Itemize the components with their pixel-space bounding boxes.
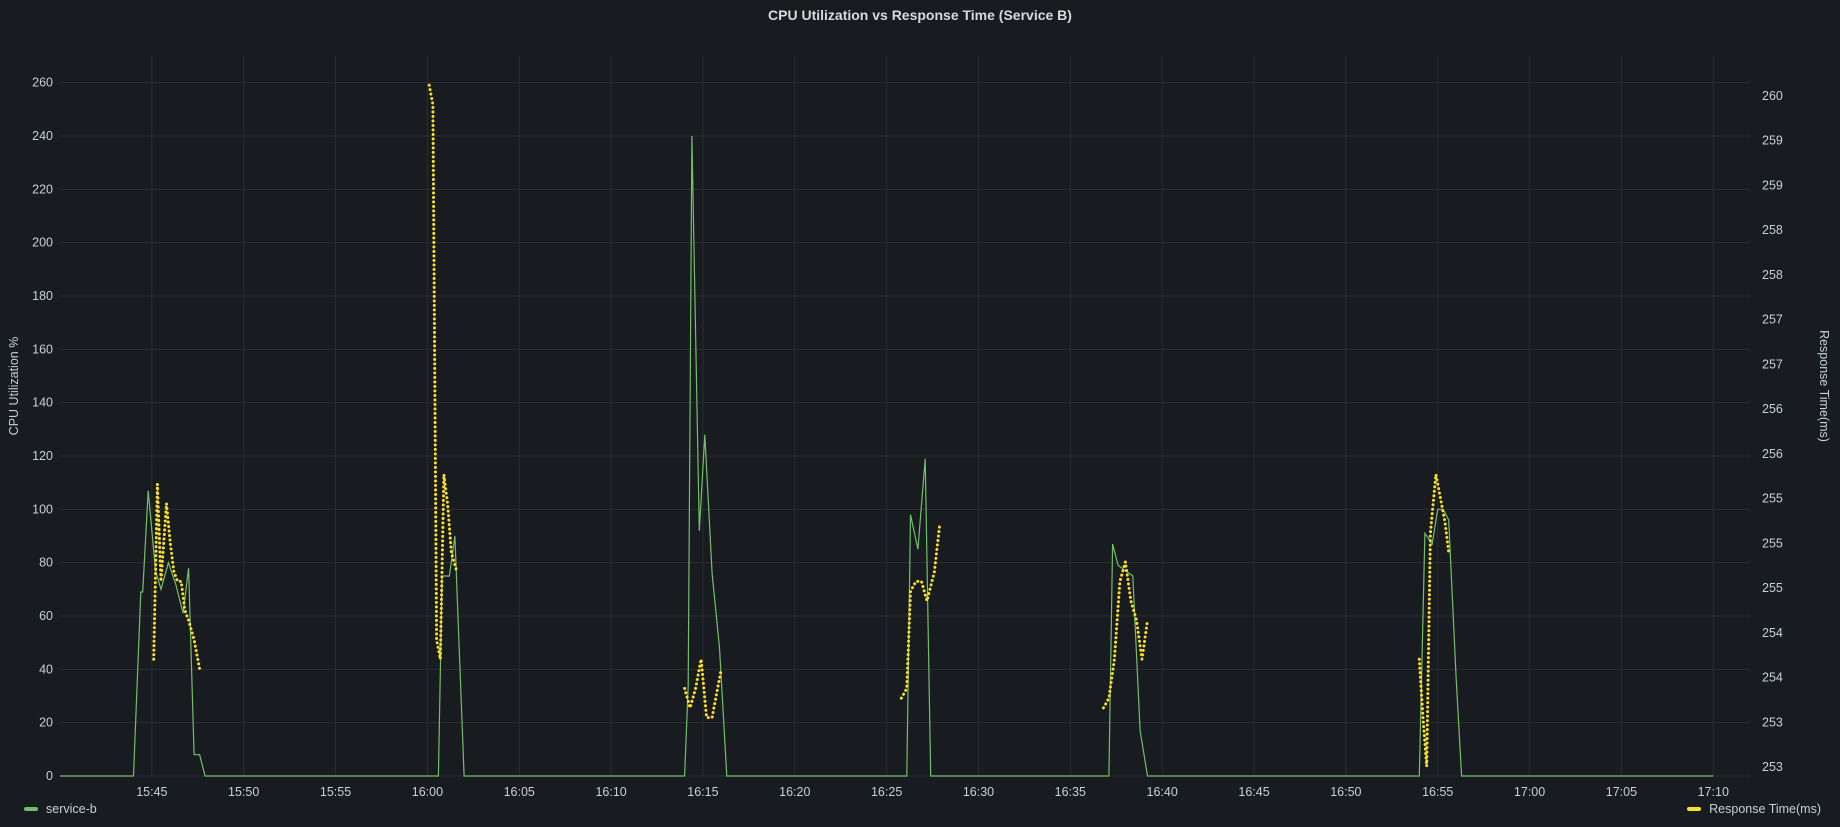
- right-tick-label: 256: [1762, 402, 1783, 416]
- x-tick-label: 16:00: [412, 785, 443, 799]
- series-line-response-time[interactable]: [427, 83, 459, 660]
- right-tick-label: 253: [1762, 760, 1783, 774]
- x-tick-label: 17:10: [1698, 785, 1729, 799]
- chart-title: CPU Utilization vs Response Time (Servic…: [768, 7, 1072, 23]
- left-tick-label: 60: [39, 609, 53, 623]
- right-tick-label: 255: [1762, 581, 1783, 595]
- x-tick-label: 17:05: [1606, 785, 1637, 799]
- legend-item-service-b[interactable]: service-b: [24, 802, 97, 816]
- grid: [60, 56, 1750, 777]
- series-line-response-time[interactable]: [899, 521, 942, 700]
- x-tick-label: 16:55: [1422, 785, 1453, 799]
- series-line-response-time[interactable]: [683, 658, 723, 720]
- right-axis-ticks: 253 253 254 254 255 255 255 256 256 257 257 258 258 2…: [1762, 89, 1783, 774]
- legend-swatch-icon: [24, 807, 38, 811]
- x-tick-label: 16:30: [963, 785, 994, 799]
- x-tick-label: 16:35: [1055, 785, 1086, 799]
- left-tick-label: 0: [46, 769, 53, 783]
- x-tick-label: 16:45: [1238, 785, 1269, 799]
- right-tick-label: 258: [1762, 223, 1783, 237]
- x-axis-ticks: 15:45 15:50 15:55 16:00 16:05 16:10 16:15 16:20…: [136, 785, 1729, 799]
- right-tick-label: 254: [1762, 626, 1783, 640]
- series-line-service-b[interactable]: [60, 135, 1714, 777]
- series-line-response-time[interactable]: [1101, 561, 1149, 710]
- right-tick-label: 257: [1762, 313, 1783, 327]
- right-tick-label: 258: [1762, 268, 1783, 282]
- right-tick-label: 253: [1762, 715, 1783, 729]
- series-line-response-time[interactable]: [1417, 474, 1451, 767]
- left-axis-label: CPU Utilization %: [7, 337, 21, 436]
- x-tick-label: 17:00: [1514, 785, 1545, 799]
- left-tick-label: 260: [32, 76, 53, 90]
- left-tick-label: 200: [32, 236, 53, 250]
- x-tick-label: 15:55: [320, 785, 351, 799]
- right-axis-label: Response Time(ms): [1817, 330, 1831, 442]
- x-tick-label: 16:40: [1147, 785, 1178, 799]
- x-tick-label: 16:25: [871, 785, 902, 799]
- right-tick-label: 259: [1762, 134, 1783, 148]
- legend-label: service-b: [46, 802, 97, 816]
- right-tick-label: 255: [1762, 536, 1783, 550]
- left-tick-label: 220: [32, 182, 53, 196]
- x-tick-label: 16:50: [1330, 785, 1361, 799]
- left-tick-label: 180: [32, 289, 53, 303]
- legend-swatch-icon: [1687, 807, 1702, 811]
- x-tick-label: 16:20: [779, 785, 810, 799]
- left-tick-label: 160: [32, 342, 53, 356]
- left-tick-label: 80: [39, 556, 53, 570]
- right-tick-label: 254: [1762, 671, 1783, 685]
- right-tick-label: 255: [1762, 492, 1783, 506]
- series-line-response-time[interactable]: [152, 484, 205, 671]
- x-tick-label: 16:05: [504, 785, 535, 799]
- left-tick-label: 40: [39, 662, 53, 676]
- left-tick-label: 20: [39, 716, 53, 730]
- right-tick-label: 259: [1762, 178, 1783, 192]
- right-tick-label: 260: [1762, 89, 1783, 103]
- right-tick-label: 257: [1762, 357, 1783, 371]
- left-tick-label: 120: [32, 449, 53, 463]
- left-tick-label: 100: [32, 502, 53, 516]
- right-tick-label: 256: [1762, 447, 1783, 461]
- left-tick-label: 240: [32, 129, 53, 143]
- left-axis-ticks: 0 20 40 60 80 100 120 140 160 180 200 220 240 260: [32, 76, 53, 783]
- x-tick-label: 15:50: [228, 785, 259, 799]
- x-tick-label: 15:45: [136, 785, 167, 799]
- legend-label: Response Time(ms): [1709, 802, 1821, 816]
- legend-item-response-time[interactable]: Response Time(ms): [1687, 802, 1821, 816]
- x-tick-label: 16:15: [687, 785, 718, 799]
- x-tick-label: 16:10: [595, 785, 626, 799]
- left-tick-label: 140: [32, 396, 53, 410]
- series: [60, 83, 1714, 777]
